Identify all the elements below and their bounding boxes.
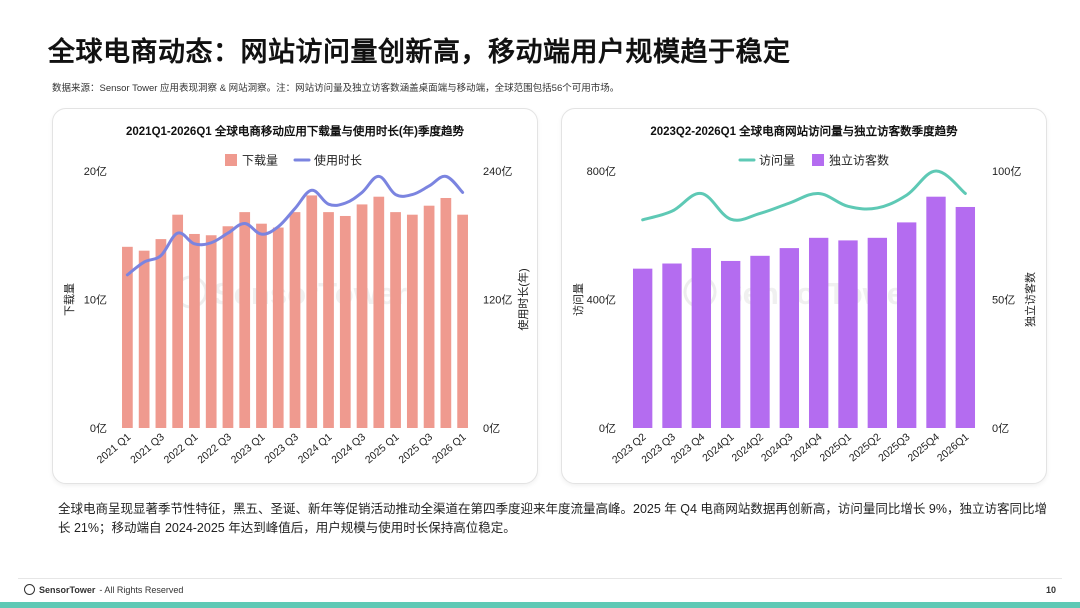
bar [926,196,946,428]
bar [779,248,800,428]
bar [306,195,318,428]
footer: SensorTower - All Rights Reserved [24,584,183,595]
y-tick-label: 20亿 [84,165,107,178]
chart-card-mobile-app: 2021Q1-2026Q1 全球电商移动应用下载量与使用时长(年)季度趋势Sen… [52,108,538,484]
y2-tick-label: 240亿 [483,165,512,178]
y2-tick-label: 50亿 [992,294,1015,307]
summary-text: 全球电商呈现显著季节性特征，黑五、圣诞、新年等促销活动推动全渠道在第四季度迎来年… [58,502,1047,535]
x-tick-label: 2025 Q1 [363,431,402,466]
bar [720,260,741,428]
page-title: 全球电商动态：网站访问量创新高，移动端用户规模趋于稳定 [48,37,791,67]
x-tick-label: 2026 Q1 [430,431,469,466]
legend-label: 下载量 [242,154,278,168]
bar [867,237,888,428]
y-tick-label: 0亿 [599,422,616,435]
legend-label: 独立访客数 [829,153,889,168]
bar [205,235,217,428]
bar [390,212,401,428]
x-tick-label: 2026Q1 [935,431,971,464]
bar [632,268,653,428]
y-tick-label: 400亿 [587,294,616,307]
y-axis-title: 下载量 [63,283,76,316]
bar [138,250,150,428]
footer-rights: - All Rights Reserved [99,584,184,595]
data-source-note: 数据来源：Sensor Tower 应用表现洞察 & 网站洞察。注：网站访问量及… [52,83,620,94]
x-tick-label: 2024Q1 [700,431,736,464]
bar [406,214,418,428]
chart-card-website: 2023Q2-2026Q1 全球电商网站访问量与独立访客数季度趋势SensorT… [561,108,1047,484]
bar [356,204,368,428]
y-tick-label: 800亿 [587,165,616,178]
bar [289,212,301,428]
legend-label: 访问量 [759,154,795,168]
legend-bar-swatch [812,154,825,166]
bar [323,212,334,428]
bar [691,248,712,428]
bar [172,214,184,428]
x-tick-label: 2025Q4 [906,431,942,464]
y2-tick-label: 0亿 [992,422,1009,435]
x-tick-label: 2024Q3 [759,431,795,464]
y2-tick-label: 0亿 [483,422,500,435]
y2-axis-title: 独立访客数 [1023,272,1037,327]
x-tick-label: 2022 Q3 [195,431,234,466]
bar [808,237,829,428]
x-tick-label: 2024Q4 [788,431,824,464]
website-chart: 2023Q2-2026Q1 全球电商网站访问量与独立访客数季度趋势SensorT… [572,124,1037,466]
bar [662,263,682,428]
x-tick-label: 2023 Q3 [262,431,301,466]
sensortower-logo-icon [24,584,35,595]
bar [272,227,284,428]
x-tick-label: 2025Q3 [876,431,912,464]
x-tick-label: 2023 Q1 [229,431,268,466]
y-tick-label: 0亿 [90,422,107,435]
series-line [641,169,967,222]
bar [256,223,267,428]
series-line [125,174,465,277]
y2-tick-label: 120亿 [483,294,512,307]
bar [239,212,251,428]
x-tick-label: 2022 Q1 [162,431,201,466]
x-tick-label: 2025 Q3 [396,431,435,466]
x-tick-label: 2021 Q1 [95,431,134,466]
footer-divider [18,578,1062,579]
page-number: 10 [1045,585,1056,595]
bar [339,215,351,428]
bar [222,226,234,428]
bar [373,196,385,428]
x-tick-label: 2021 Q3 [128,431,167,466]
bar [423,205,435,428]
x-tick-label: 2024 Q3 [329,431,368,466]
y2-axis-title: 使用时长(年) [516,268,530,330]
bar [189,233,200,428]
x-tick-label: 2025Q2 [847,431,883,464]
bar [750,255,770,428]
bar [955,206,976,428]
bar [896,222,917,428]
legend-label: 使用时长 [314,153,362,168]
bottom-accent-bar [0,602,1080,608]
bar [440,197,452,428]
y-axis-title: 访问量 [572,283,585,316]
x-tick-label: 2025Q1 [818,431,854,464]
mobile-app-chart: 2021Q1-2026Q1 全球电商移动应用下载量与使用时长(年)季度趋势Sen… [63,124,530,466]
y-tick-label: 10亿 [84,294,107,307]
bar [838,240,858,428]
x-tick-label: 2024 Q1 [296,431,335,466]
bar [122,246,133,428]
legend-bar-swatch [225,154,237,166]
chart-title: 2023Q2-2026Q1 全球电商网站访问量与独立访客数季度趋势 [650,124,958,138]
y2-tick-label: 100亿 [992,165,1021,178]
bar [155,239,167,428]
chart-title: 2021Q1-2026Q1 全球电商移动应用下载量与使用时长(年)季度趋势 [126,124,465,138]
x-tick-label: 2024Q2 [730,431,766,464]
footer-brand: SensorTower [39,584,96,595]
bar [457,214,468,428]
